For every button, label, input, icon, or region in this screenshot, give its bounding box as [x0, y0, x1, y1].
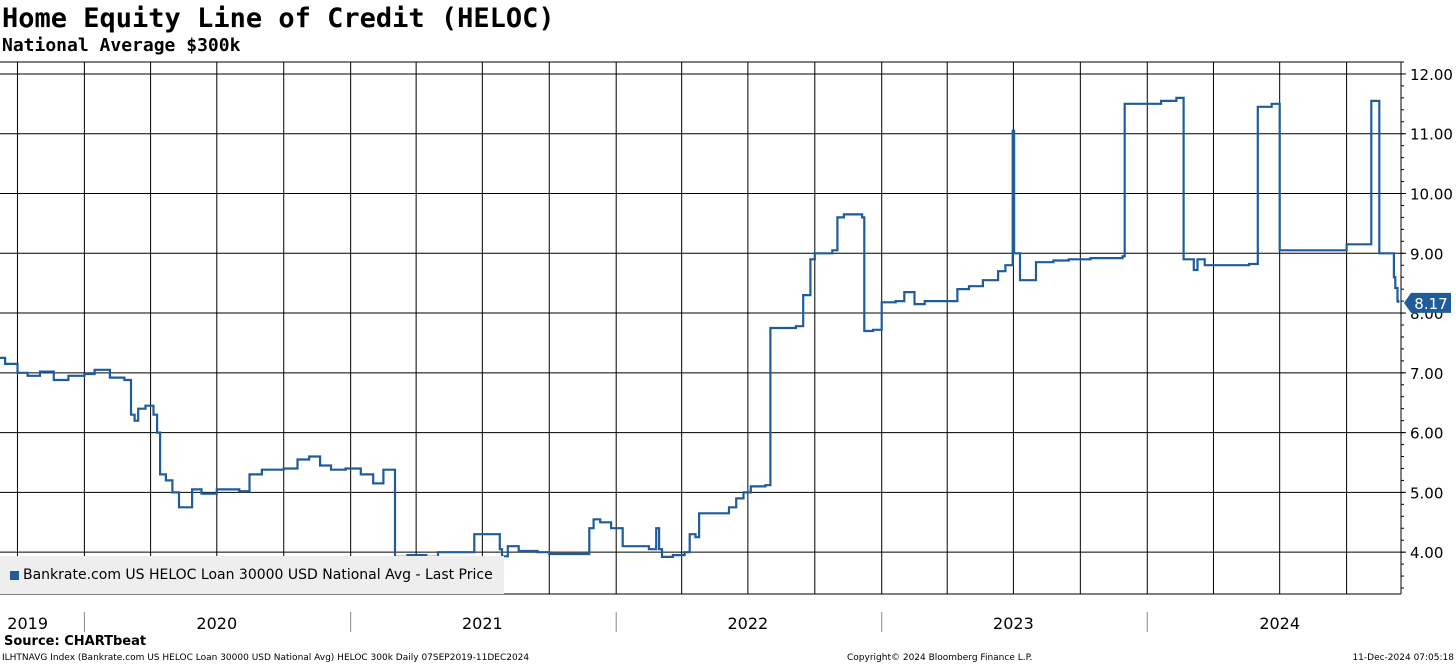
x-year-label: 2023 — [993, 614, 1034, 633]
x-year-label: 2021 — [462, 614, 503, 633]
y-tick-label: 5.00 — [1410, 484, 1443, 502]
x-year-label: 2024 — [1259, 614, 1300, 633]
source-note: Source: CHARTbeat — [4, 634, 147, 649]
chart-canvas: 4.005.006.007.008.009.0010.0011.0012.002… — [0, 61, 1453, 633]
legend-swatch — [10, 570, 19, 580]
axes — [0, 61, 1406, 632]
footer-copyright: Copyright© 2024 Bloomberg Finance L.P. — [847, 653, 1033, 663]
grid-lines — [0, 62, 1401, 594]
chart-title: Home Equity Line of Credit (HELOC) — [2, 3, 555, 34]
y-tick-label: 11.00 — [1410, 126, 1453, 144]
y-tick-label: 12.00 — [1410, 66, 1453, 84]
last-value-tag-bg — [1404, 292, 1451, 313]
chart-subtitle: National Average $300k — [2, 35, 241, 56]
legend: Bankrate.com US HELOC Loan 30000 USD Nat… — [0, 556, 504, 594]
legend-entry: Bankrate.com US HELOC Loan 30000 USD Nat… — [23, 567, 493, 583]
y-tick-label: 6.00 — [1410, 425, 1443, 443]
x-year-label: 2020 — [196, 614, 237, 633]
last-value-label: 8.17 — [1414, 295, 1447, 313]
y-tick-label: 10.00 — [1410, 186, 1453, 204]
footer-timestamp: 11-Dec-2024 07:05:18 — [1352, 653, 1454, 663]
y-tick-label: 4.00 — [1410, 544, 1443, 562]
y-tick-label: 9.00 — [1410, 245, 1443, 263]
y-tick-label: 7.00 — [1410, 365, 1443, 383]
series-layer — [0, 96, 1400, 558]
x-year-label: 2022 — [728, 614, 769, 633]
footer-index-info: ILHTNAVG Index (Bankrate.com US HELOC Lo… — [2, 653, 530, 663]
tick-labels: 4.005.006.007.008.009.0010.0011.0012.002… — [7, 66, 1453, 633]
last-value-tag: 8.17 — [1404, 292, 1451, 313]
series-line — [0, 96, 1400, 558]
x-year-label: 2019 — [7, 614, 48, 633]
